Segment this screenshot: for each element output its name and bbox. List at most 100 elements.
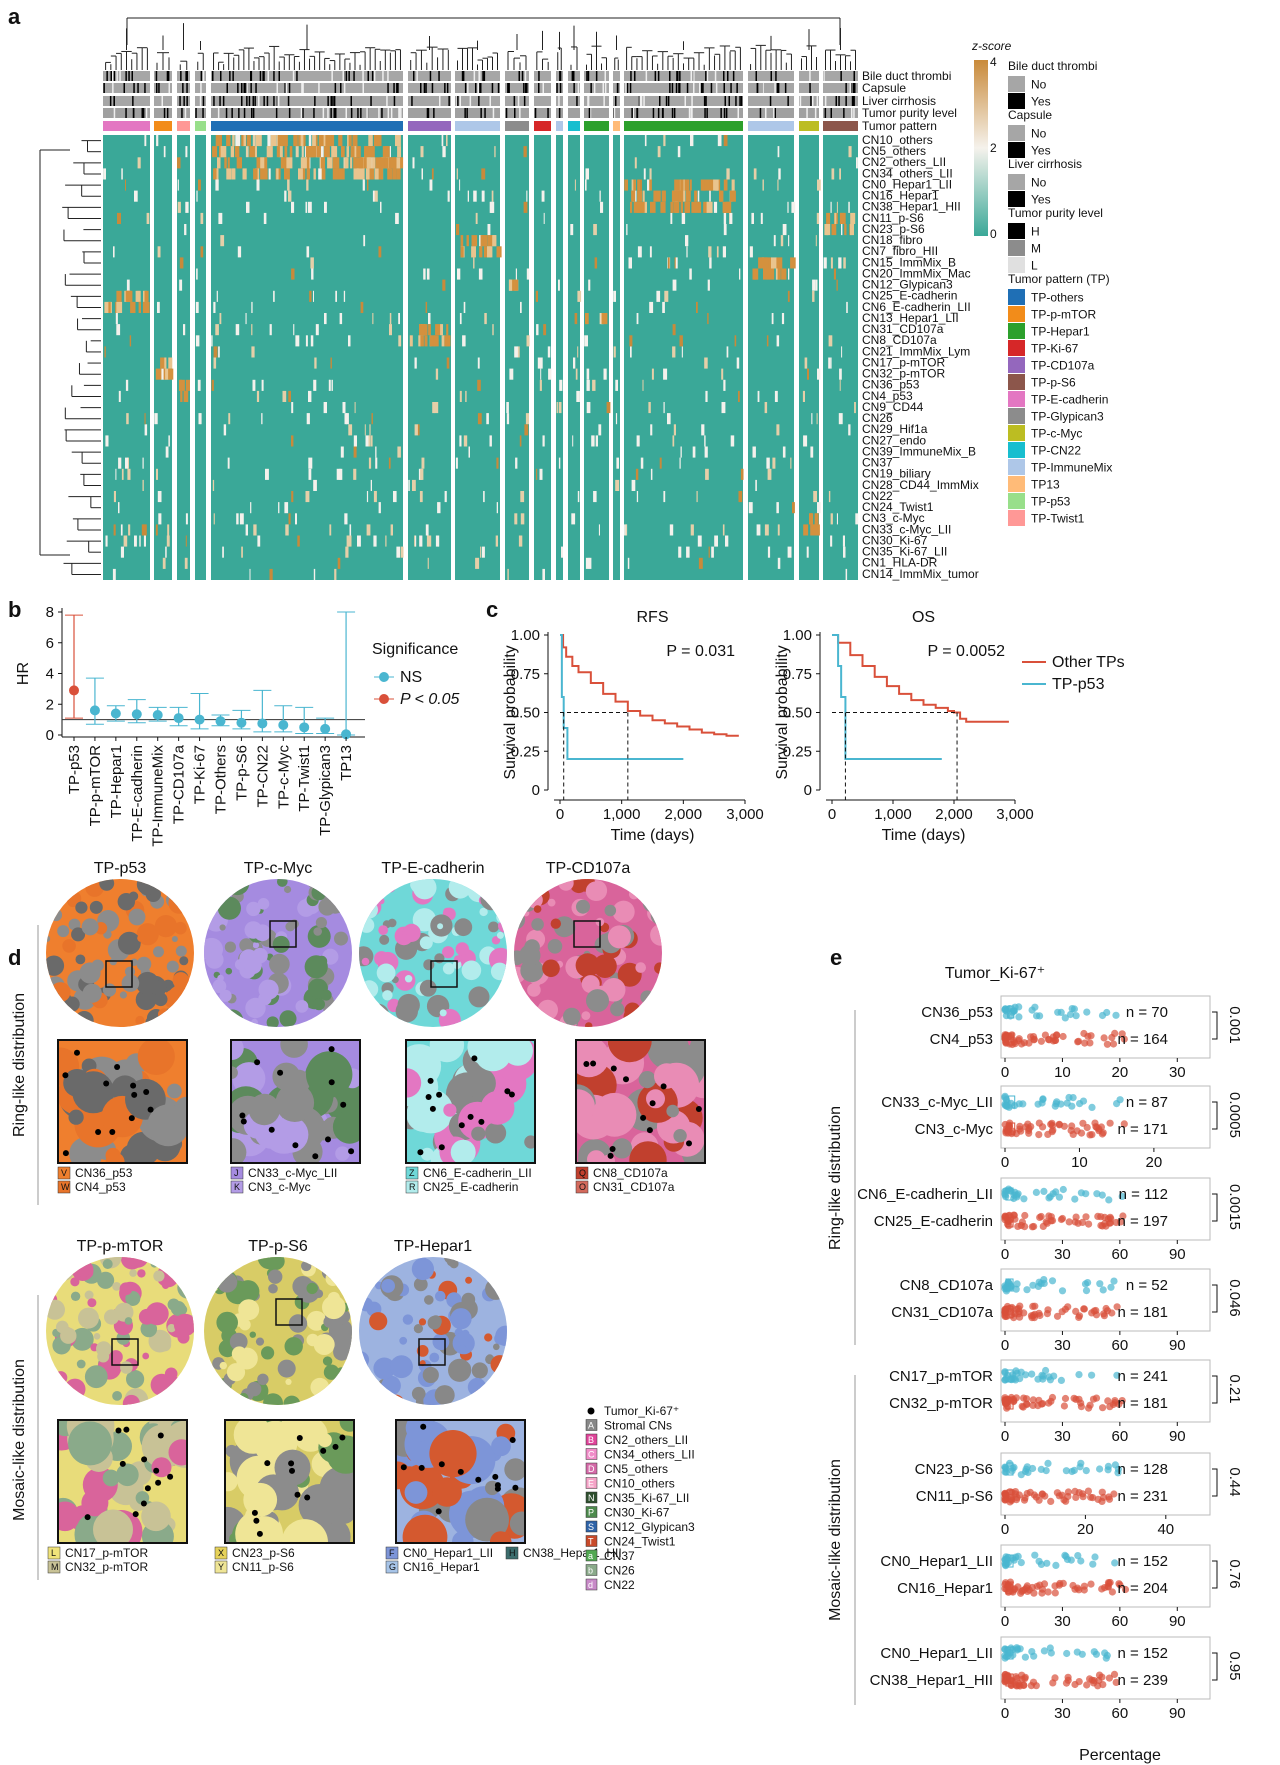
heatmap-cell — [788, 268, 790, 280]
tissue-patch — [119, 1282, 133, 1296]
heatmap-cell-high — [130, 301, 135, 313]
e-point — [1001, 1094, 1009, 1102]
heatmap-cell — [815, 279, 818, 291]
tissue-patch — [404, 975, 413, 983]
tissue-patch — [70, 1327, 94, 1351]
heatmap-cell — [437, 535, 439, 547]
heatmap-cell-high — [790, 257, 796, 269]
heatmap-cell — [268, 168, 271, 180]
annotation-cell — [119, 71, 121, 81]
annotation-bar — [408, 71, 451, 81]
heatmap-cell — [489, 435, 492, 447]
e-point — [1055, 1121, 1063, 1129]
heatmap-cell — [697, 190, 700, 202]
ki67-dot — [610, 1065, 617, 1072]
zoom-patch — [638, 1071, 656, 1089]
e-point — [1084, 1279, 1092, 1287]
annotation-cell — [181, 108, 183, 118]
heatmap-cell — [291, 268, 295, 280]
tissue-patch — [443, 907, 452, 916]
heatmap-cell-high — [254, 146, 257, 158]
annotation-bar — [195, 71, 206, 81]
ki67-dot — [130, 1082, 137, 1089]
zoom-patch — [654, 1063, 680, 1089]
heatmap-cell-high — [661, 190, 665, 202]
heatmap-cell — [218, 212, 223, 224]
heatmap-cell — [558, 402, 562, 414]
heatmap-cell — [165, 546, 167, 558]
annotation-cell — [353, 71, 355, 81]
heatmap-cell — [156, 135, 159, 147]
annotation-cell — [241, 96, 243, 106]
annotation-cell — [350, 96, 352, 106]
heatmap-cell-high — [256, 157, 262, 169]
heatmap-cell — [125, 457, 129, 469]
b-x-tick-label: TP-Others — [213, 745, 230, 814]
heatmap-cell — [334, 568, 337, 580]
e-point — [1099, 1404, 1107, 1412]
heatmap-row-label: CN18_fibro — [862, 233, 923, 247]
annotation-cell — [671, 108, 674, 118]
heatmap-cell-high — [276, 168, 279, 180]
heatmap-cell-high — [353, 157, 358, 169]
heatmap-cell — [249, 568, 251, 580]
heatmap-cell — [370, 479, 372, 491]
heatmap-row-label: CN8_CD107a — [862, 333, 937, 347]
heatmap-cell-high — [260, 157, 265, 169]
tissue-patch — [379, 934, 390, 945]
heatmap-cell — [650, 468, 653, 480]
heatmap-cell-high — [357, 146, 361, 158]
annotation-cell — [156, 83, 158, 93]
heatmap-cell-high — [350, 157, 353, 169]
heatmap-cell-high — [844, 224, 847, 236]
annotation-cell — [103, 83, 105, 93]
annotation-cell — [387, 71, 389, 81]
d-zoom-image — [231, 1040, 360, 1163]
heatmap-cell-high — [213, 168, 217, 180]
heatmap-row-label: CN12_Glypican3 — [862, 278, 953, 292]
heatmap-cell-high — [511, 279, 514, 291]
legend-item-label: TP-ImmuneMix — [1031, 461, 1112, 475]
zoom-patch — [474, 1040, 512, 1072]
b-y-tick-label: 2 — [46, 696, 54, 713]
heatmap-cell — [129, 335, 132, 347]
heatmap-cell — [463, 435, 468, 447]
heatmap-cell-high — [731, 179, 735, 191]
heatmap-cell — [791, 201, 796, 213]
d-legend-key: V — [61, 1168, 67, 1178]
tissue-patch — [437, 923, 444, 930]
legend-item-label: L — [1031, 259, 1038, 273]
e-point — [1028, 1370, 1036, 1378]
heatmap-cell-high — [338, 135, 343, 147]
heatmap-cell-high — [301, 168, 306, 180]
heatmap-cell — [843, 257, 846, 269]
heatmap-cell — [634, 157, 637, 169]
zoom-patch — [231, 1066, 238, 1079]
annotation-cell — [630, 71, 632, 81]
tumor-pattern-bar — [613, 121, 620, 131]
annotation-cell — [288, 83, 291, 93]
heatmap-cell — [558, 279, 560, 291]
d-zoom-image — [58, 1040, 187, 1163]
e-point — [1021, 1494, 1029, 1502]
heatmap-cell — [342, 402, 346, 414]
ki67-dot — [143, 1089, 150, 1095]
annotation-cell — [423, 83, 426, 93]
tumor-pattern-bar — [505, 121, 529, 131]
zoom-region-box — [269, 920, 297, 948]
heatmap-cell — [519, 435, 522, 447]
heatmap-cell — [778, 168, 781, 180]
tissue-patch — [128, 908, 146, 926]
heatmap-row-label: CN34_others_LII — [862, 166, 953, 180]
heatmap-cell — [707, 313, 709, 325]
heatmap-cell — [118, 502, 120, 514]
annotation-bar — [103, 83, 150, 93]
heatmap-cell — [649, 168, 652, 180]
heatmap-cell — [558, 457, 561, 469]
e-point — [1100, 1310, 1108, 1318]
heatmap-cell — [577, 346, 579, 358]
heatmap-row-label: CN21_ImmMix_Lym — [862, 344, 970, 358]
heatmap-cell-high — [325, 135, 332, 147]
d-legend-swatch — [47, 1560, 61, 1574]
zoom-patch — [480, 1090, 515, 1125]
